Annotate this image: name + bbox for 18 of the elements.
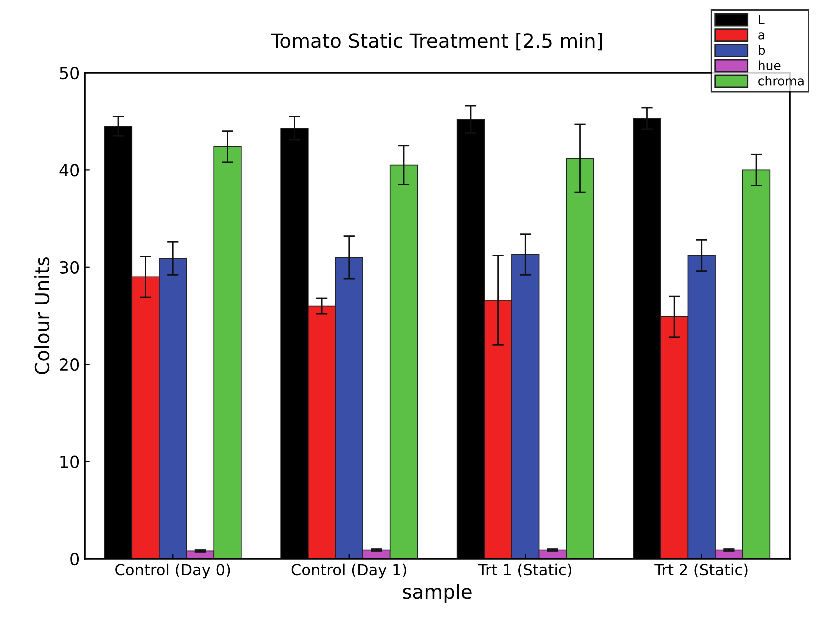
y-tick-label: 0 [70, 552, 80, 566]
x-tick-label: Control (Day 1) [292, 564, 406, 579]
y-tick-label: 10 [60, 456, 80, 468]
legend-label: b [759, 45, 766, 56]
y-tick-label: 50 [60, 66, 80, 80]
y-tick-label: 20 [60, 358, 80, 372]
y-tick-label: 40 [60, 164, 80, 177]
legend-label: chroma [758, 76, 804, 86]
chart-title: Tomato Static Treatment [2.5 min] [271, 33, 602, 51]
x-tick-label: Trt 2 (Static) [654, 564, 748, 578]
x-tick-label: Trt 1 (Static) [478, 564, 572, 578]
legend-label: a [758, 32, 764, 40]
legend-label: hue [759, 60, 781, 70]
legend-label: L [759, 15, 765, 24]
x-tick-label: Control (Day 0) [116, 564, 230, 579]
y-tick-label: 30 [60, 261, 80, 274]
x-axis-title: sample [403, 584, 472, 604]
y-axis-title: Colour Units [34, 257, 50, 374]
